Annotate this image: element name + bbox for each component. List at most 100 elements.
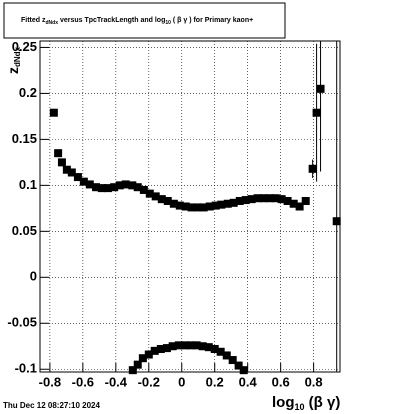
marker [241,196,250,205]
footer-date: Thu Dec 12 08:27:10 2024 [3,401,100,410]
marker [121,180,130,189]
y-tick-label: 0.15 [12,131,37,146]
title-part: Fitted z [21,17,46,24]
x-tick-label: -0.2 [138,374,160,389]
marker [79,177,88,186]
marker [110,183,119,192]
marker [228,356,237,365]
marker [253,194,262,203]
marker [138,354,147,363]
x-label-sub: 10 [295,402,305,412]
x-tick-label: 0.4 [239,374,258,389]
marker [308,164,317,173]
marker [169,199,178,208]
title-sub: 10 [165,20,171,26]
y-axis-label: zdNdx [5,46,22,74]
y-tick-label: 0.05 [12,223,37,238]
marker [312,108,321,117]
y-tick-label: 0 [30,269,37,284]
marker [205,202,214,211]
x-tick-label: 0.8 [305,374,323,389]
marker [265,194,274,203]
x-tick-label: -0.8 [39,374,61,389]
marker [67,168,76,177]
x-tick-label: 0.2 [206,374,224,389]
marker [289,199,298,208]
marker [259,194,268,203]
y-label-part: z [5,67,21,74]
marker [128,366,137,375]
y-tick-label: 0.25 [12,39,37,54]
plot-frame [39,40,341,373]
marker [199,203,208,212]
marker [216,347,225,356]
x-tick-label: 0 [178,374,185,389]
marker [187,203,196,212]
marker [222,351,231,360]
marker [57,158,66,167]
marker [316,84,325,93]
x-tick-label: 0.6 [272,374,290,389]
marker [234,361,243,370]
x-label-part: (β γ) [305,394,341,411]
marker [145,189,154,198]
marker [271,194,280,203]
marker [223,199,232,208]
marker [204,343,213,352]
marker [115,181,124,190]
marker [247,195,256,204]
marker [283,196,292,205]
marker [211,201,220,210]
marker [186,341,195,350]
marker [85,180,94,189]
marker [180,341,189,350]
y-label-sub: dNdx [13,46,22,67]
marker [277,195,286,204]
y-tick-label: 0.1 [19,177,37,192]
marker [54,149,63,158]
title-sub: dNdx [46,20,59,26]
title-box [3,2,286,39]
chart-title: Fitted zdNdx versus TpcTrackLength and l… [21,17,253,26]
marker [103,184,112,193]
marker [239,366,248,375]
marker [97,184,106,193]
marker [157,195,166,204]
title-part: ( β γ ) for Primary kaon+ [171,17,253,24]
x-label-part: log [272,394,295,411]
marker [151,192,160,201]
marker [128,181,137,190]
marker [174,341,183,350]
title-part: versus TpcTrackLength and log [58,17,165,24]
marker [168,342,177,351]
marker [92,183,101,192]
marker [217,200,226,209]
marker [150,346,159,355]
marker [156,345,165,354]
marker [163,196,172,205]
y-tick-label: -0.1 [15,361,37,376]
x-tick-label: -0.4 [105,374,128,389]
marker [49,108,58,117]
marker [193,203,202,212]
marker [235,196,244,205]
x-tick-label: -0.6 [72,374,94,389]
marker [175,201,184,210]
marker [210,345,219,354]
marker [133,360,142,369]
marker [295,202,304,211]
x-axis-label: log10 (β γ) [272,394,340,412]
y-tick-label: -0.05 [7,315,37,330]
marker [139,185,148,194]
marker [144,350,153,359]
marker [133,183,142,192]
marker [198,342,207,351]
marker [73,173,82,182]
marker [332,217,341,226]
marker [301,196,310,205]
y-tick-label: 0.2 [19,85,37,100]
marker [192,341,201,350]
marker [62,165,71,174]
